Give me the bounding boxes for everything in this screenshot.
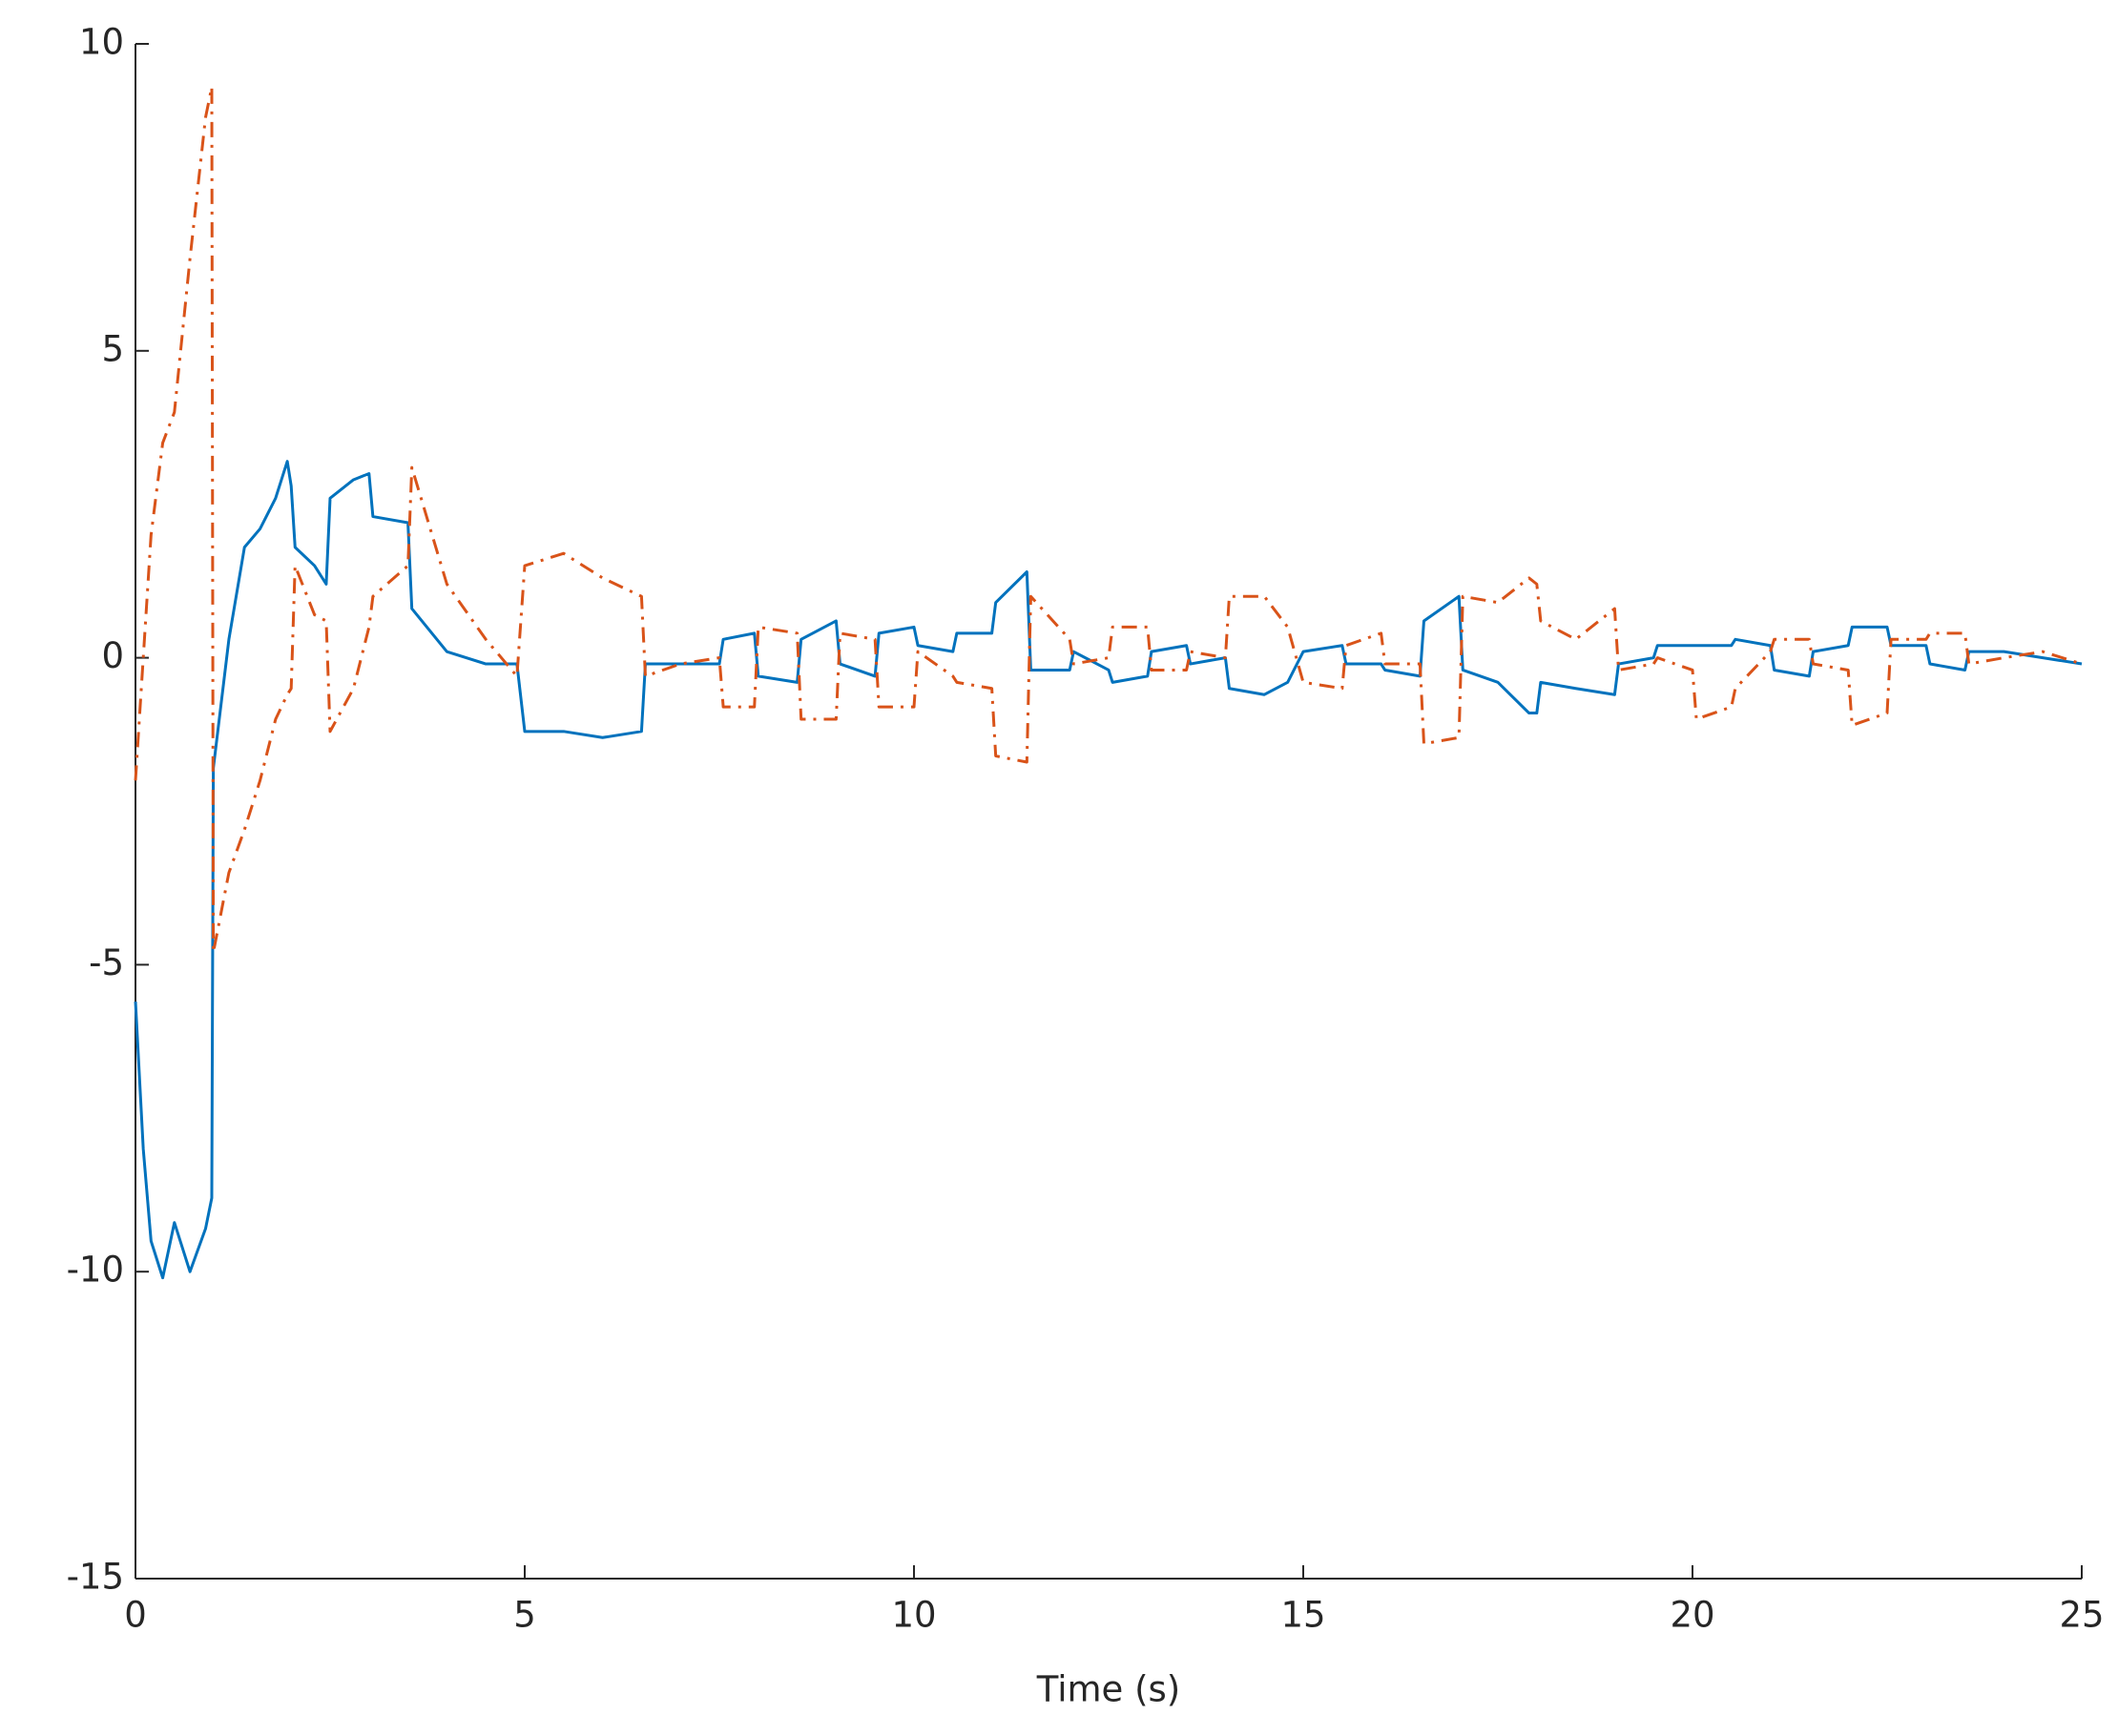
x-tick-label: 5: [513, 1595, 536, 1636]
x-axis-label: Time (s): [1036, 1669, 1180, 1710]
y-tick-label: 0: [101, 635, 124, 676]
x-tick-label: 10: [891, 1595, 936, 1636]
y-tick-label: 10: [79, 22, 124, 63]
y-tick-label: -15: [67, 1557, 124, 1598]
x-tick-label: 0: [124, 1595, 147, 1636]
series-line: [134, 85, 2083, 955]
x-tick-label: 15: [1280, 1595, 1325, 1636]
x-tick-label: 25: [2059, 1595, 2104, 1636]
y-tick-label: 5: [101, 328, 124, 369]
series-line: [134, 460, 2083, 1280]
y-tick-label: -10: [67, 1250, 124, 1291]
y-tick-label: -5: [89, 942, 124, 983]
x-tick-label: 20: [1670, 1595, 1714, 1636]
